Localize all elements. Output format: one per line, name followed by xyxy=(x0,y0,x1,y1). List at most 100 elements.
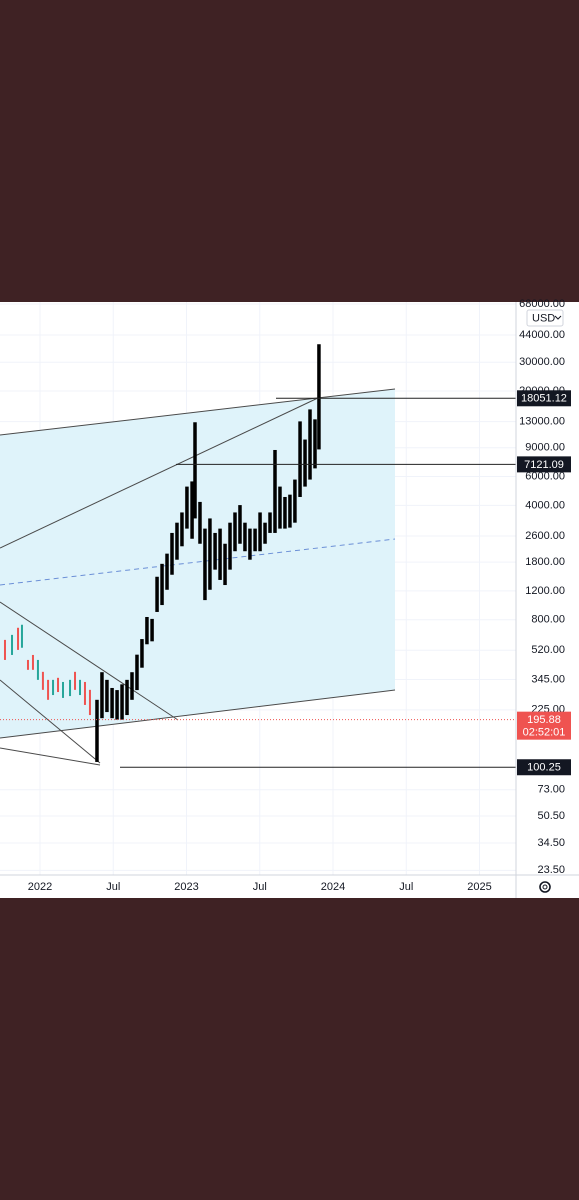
last-price-tag xyxy=(517,711,571,740)
bar xyxy=(248,528,252,560)
price-tag-label: 18051.12 xyxy=(521,393,567,405)
y-tick-label: 50.50 xyxy=(537,810,565,822)
bar xyxy=(57,677,60,693)
price-tag xyxy=(517,759,571,776)
y-tick-label: 1800.00 xyxy=(525,556,565,568)
y-tick-label: 800.00 xyxy=(531,614,565,626)
currency-button[interactable] xyxy=(526,309,564,327)
bar xyxy=(253,528,257,552)
bar xyxy=(180,512,184,547)
bar xyxy=(308,409,312,480)
currency[interactable]: USD xyxy=(532,312,555,324)
bar xyxy=(105,679,109,713)
bar xyxy=(298,421,302,497)
plot xyxy=(0,344,516,768)
bar xyxy=(203,528,207,601)
bar xyxy=(160,563,164,606)
channel-top xyxy=(0,388,396,436)
bar xyxy=(20,624,23,648)
price-tag-label: 100.25 xyxy=(527,762,561,774)
bar xyxy=(258,512,262,552)
bar xyxy=(165,553,169,590)
y-tick-label: 23.50 xyxy=(537,864,565,876)
bar xyxy=(273,449,277,533)
y-tick-label: 6000.00 xyxy=(525,470,565,482)
gear[interactable] xyxy=(539,881,551,893)
bar xyxy=(135,654,139,691)
trend-line xyxy=(0,679,101,764)
bar xyxy=(263,522,267,544)
x-tick-label: 2025 xyxy=(467,881,491,893)
trend-line xyxy=(0,747,101,766)
dropdown-icon[interactable] xyxy=(554,315,562,320)
bar xyxy=(115,690,119,720)
bar xyxy=(130,672,134,700)
bar xyxy=(78,679,81,696)
bar xyxy=(223,543,227,586)
gear-hub[interactable] xyxy=(542,884,548,890)
bar xyxy=(193,422,197,519)
bar xyxy=(125,679,129,716)
bar xyxy=(110,687,114,719)
y-tick-label: 13000.00 xyxy=(519,416,565,428)
trend-line xyxy=(0,396,321,549)
bar xyxy=(26,659,29,670)
bar xyxy=(11,634,14,655)
y-tick-label: 4000.00 xyxy=(525,499,565,511)
price-tag xyxy=(517,390,571,407)
bar xyxy=(120,684,124,720)
settings-button[interactable] xyxy=(539,881,551,893)
bar xyxy=(213,532,217,570)
countdown: 02:52:01 xyxy=(523,727,566,739)
bar xyxy=(317,344,321,450)
price-tag xyxy=(517,456,571,473)
bar xyxy=(145,616,149,645)
bar xyxy=(100,672,104,719)
bar xyxy=(95,699,99,762)
bar xyxy=(41,671,44,690)
channel-mid xyxy=(0,538,396,586)
bar xyxy=(3,639,6,660)
y-tick-label: 34.50 xyxy=(537,837,565,849)
bar xyxy=(175,522,179,560)
bar xyxy=(36,659,39,680)
bar xyxy=(198,501,202,544)
bar xyxy=(228,522,232,570)
channel-fill xyxy=(0,389,395,738)
bar xyxy=(208,518,212,590)
bar xyxy=(313,419,317,469)
bar xyxy=(52,679,55,696)
y-tick-label: 345.00 xyxy=(531,673,565,685)
price-tag-label: 7121.09 xyxy=(524,459,564,471)
y-tick-label: 1200.00 xyxy=(525,585,565,597)
y-tick-label: 2600.00 xyxy=(525,530,565,542)
y-tick-label: 44000.00 xyxy=(519,329,565,341)
bar xyxy=(243,522,247,552)
x-tick-label: Jul xyxy=(253,881,267,893)
y-tick-label: 9000.00 xyxy=(525,442,565,454)
x-tick-label: Jul xyxy=(399,881,413,893)
bar xyxy=(303,439,307,487)
bar xyxy=(74,671,77,690)
bar xyxy=(288,494,292,528)
bar xyxy=(31,654,34,670)
bar xyxy=(190,481,194,539)
bar xyxy=(140,639,144,668)
bar xyxy=(155,576,159,612)
bar xyxy=(69,679,72,697)
bar xyxy=(47,679,50,700)
y-tick-label: 73.00 xyxy=(537,784,565,796)
bar xyxy=(150,618,154,642)
bar xyxy=(170,532,174,575)
x-tick-label: Jul xyxy=(106,881,120,893)
bar xyxy=(83,681,86,705)
channel-bottom xyxy=(0,689,396,739)
trend-line xyxy=(0,601,179,721)
x-tick-label: 2024 xyxy=(321,881,345,893)
bar xyxy=(61,681,64,698)
y-tick-label: 30000.00 xyxy=(519,356,565,368)
drawings xyxy=(0,388,396,766)
